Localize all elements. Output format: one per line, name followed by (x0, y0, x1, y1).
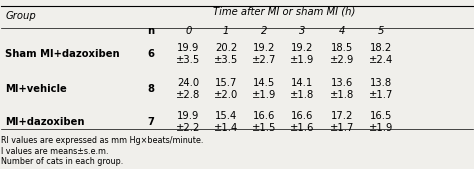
Text: 13.8
±1.7: 13.8 ±1.7 (368, 78, 393, 100)
Text: 16.5
±1.9: 16.5 ±1.9 (368, 111, 393, 133)
Text: 18.5
±2.9: 18.5 ±2.9 (330, 43, 354, 65)
Text: 16.6
±1.6: 16.6 ±1.6 (290, 111, 314, 133)
Text: 19.2
±2.7: 19.2 ±2.7 (252, 43, 276, 65)
Text: 2: 2 (261, 26, 267, 36)
Text: 3: 3 (299, 26, 305, 36)
Text: 4: 4 (339, 26, 345, 36)
Text: 19.9
±3.5: 19.9 ±3.5 (176, 43, 201, 65)
Text: 1: 1 (223, 26, 229, 36)
Text: 18.2
±2.4: 18.2 ±2.4 (369, 43, 393, 65)
Text: 0: 0 (185, 26, 191, 36)
Text: 17.2
±1.7: 17.2 ±1.7 (330, 111, 354, 133)
Text: Number of cats in each group.: Number of cats in each group. (0, 157, 123, 166)
Text: 16.6
±1.5: 16.6 ±1.5 (252, 111, 276, 133)
Text: Sham MI+dazoxiben: Sham MI+dazoxiben (5, 49, 120, 59)
Text: 14.1
±1.8: 14.1 ±1.8 (290, 78, 314, 100)
Text: 13.6
±1.8: 13.6 ±1.8 (330, 78, 354, 100)
Text: 14.5
±1.9: 14.5 ±1.9 (252, 78, 276, 100)
Text: 5: 5 (377, 26, 384, 36)
Text: MI+vehicle: MI+vehicle (5, 83, 67, 94)
Text: n: n (147, 26, 154, 36)
Text: 24.0
±2.8: 24.0 ±2.8 (176, 78, 201, 100)
Text: 20.2
±3.5: 20.2 ±3.5 (214, 43, 238, 65)
Text: 6: 6 (147, 49, 154, 59)
Text: 7: 7 (147, 117, 154, 127)
Text: MI+dazoxiben: MI+dazoxiben (5, 117, 85, 127)
Text: 15.4
±1.4: 15.4 ±1.4 (214, 111, 238, 133)
Text: l values are means±s.e.m.: l values are means±s.e.m. (0, 147, 108, 156)
Text: 8: 8 (147, 83, 154, 94)
Text: 19.2
±1.9: 19.2 ±1.9 (290, 43, 314, 65)
Text: RI values are expressed as mm Hg×beats/minute.: RI values are expressed as mm Hg×beats/m… (0, 136, 203, 145)
Text: 15.7
±2.0: 15.7 ±2.0 (214, 78, 238, 100)
Text: Time after MI or sham MI (h): Time after MI or sham MI (h) (213, 6, 356, 16)
Text: 19.9
±2.2: 19.9 ±2.2 (176, 111, 201, 133)
Text: Group: Group (5, 11, 36, 21)
